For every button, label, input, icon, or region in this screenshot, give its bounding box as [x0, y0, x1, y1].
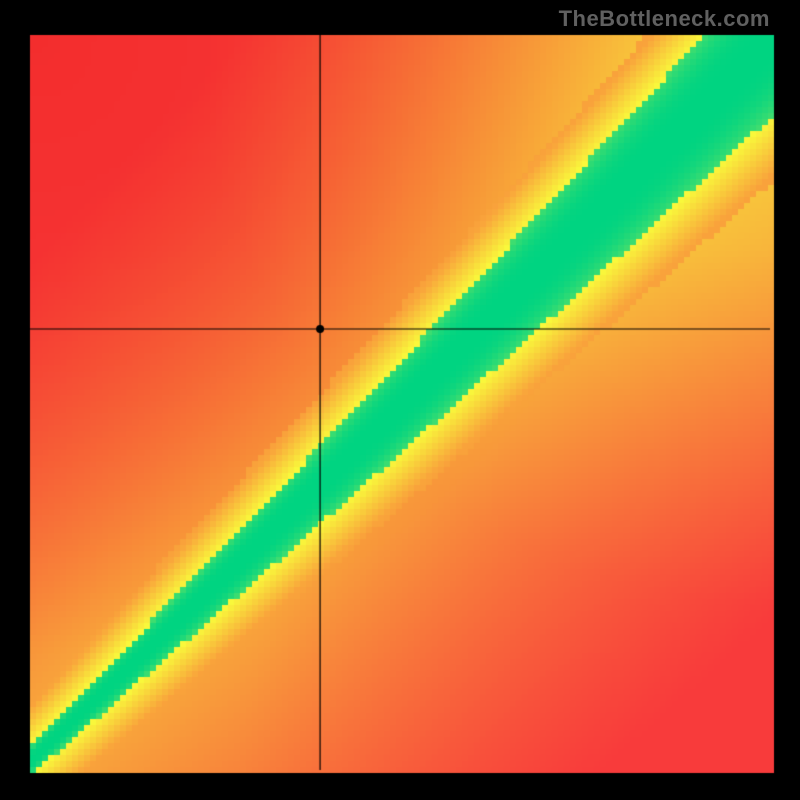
- bottleneck-heatmap: [0, 0, 800, 800]
- watermark-text: TheBottleneck.com: [559, 6, 770, 32]
- chart-container: TheBottleneck.com: [0, 0, 800, 800]
